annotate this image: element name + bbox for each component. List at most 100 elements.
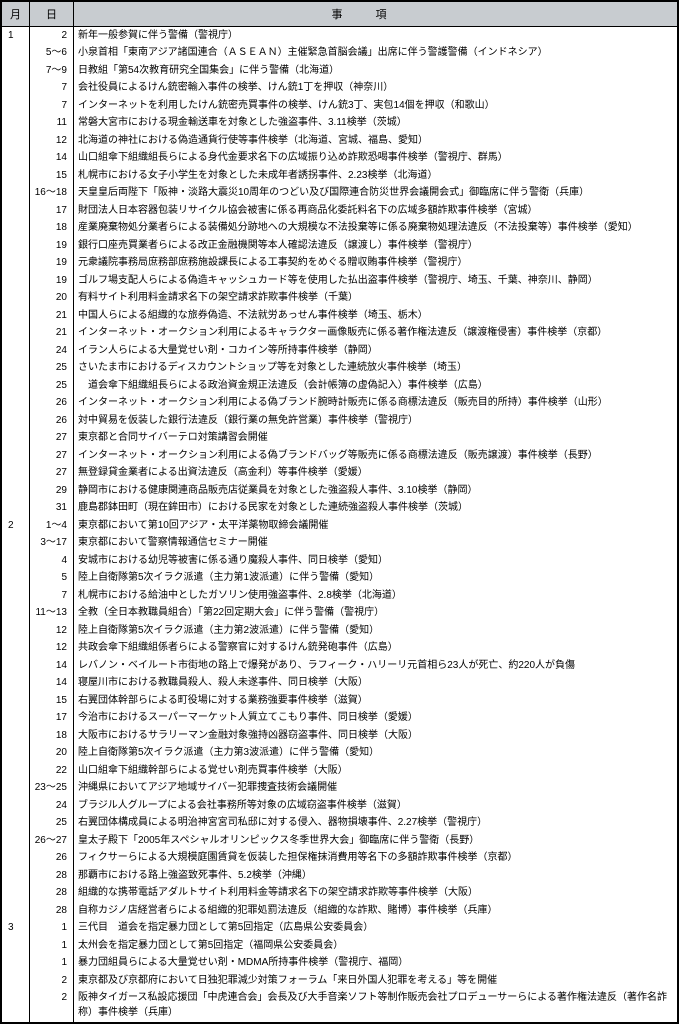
cell-month — [2, 430, 30, 448]
cell-content: 皇太子殿下「2005年スペシャルオリンピックス冬季世界大会」御臨席に伴う警衛（長… — [74, 832, 678, 850]
cell-month — [2, 745, 30, 763]
table-row: 3～17東京都において警察情報通信セミナー開催 — [2, 535, 678, 553]
table-row: 29静岡市における健康関連商品販売店従業員を対象とした強盗殺人事件、3.10検挙… — [2, 482, 678, 500]
table-row: 16～18天皇皇后両陛下「阪神・淡路大震災10周年のつどい及び国際連合防災世界会… — [2, 185, 678, 203]
table-row: 15右翼団体幹部らによる町役場に対する業務強要事件検挙（滋賀） — [2, 692, 678, 710]
table-row: 19銀行口座売買業者らによる改正金融機関等本人確認法違反（譲渡し）事件検挙（警視… — [2, 237, 678, 255]
cell-content: ゴルフ場支配人らによる偽造キャッシュカード等を使用した払出盗事件検挙（警視庁、埼… — [74, 272, 678, 290]
cell-day: 27 — [30, 465, 74, 483]
cell-day: 7～9 — [30, 62, 74, 80]
table-row: 14寝屋川市における教職員殺人、殺人未遂事件、同日検挙（大阪） — [2, 675, 678, 693]
table-row: 19ゴルフ場支配人らによる偽造キャッシュカード等を使用した払出盗事件検挙（警視庁… — [2, 272, 678, 290]
cell-day: 4 — [30, 552, 74, 570]
cell-content: 無登録貸金業者による出資法違反（高金利）等事件検挙（愛媛） — [74, 465, 678, 483]
cell-month — [2, 937, 30, 955]
table-row: 7～9日教組「第54次教育研究全国集会」に伴う警備（北海道） — [2, 62, 678, 80]
header-month: 月 — [2, 2, 30, 27]
cell-day: 24 — [30, 797, 74, 815]
cell-day: 20 — [30, 290, 74, 308]
cell-month — [2, 675, 30, 693]
table-row: 11常磐大宮市における現金輸送車を対象とした強盗事件、3.11検挙（茨城） — [2, 115, 678, 133]
cell-month — [2, 832, 30, 850]
table-row: 27東京都と合同サイバーテロ対策講習会開催 — [2, 430, 678, 448]
cell-content: 右翼団体構成員による明治神宮宮司私邸に対する侵入、器物損壊事件、2.27検挙（警… — [74, 815, 678, 833]
table-row: 26インターネット・オークション利用による偽ブランド腕時計販売に係る商標法違反（… — [2, 395, 678, 413]
cell-content: 常磐大宮市における現金輸送車を対象とした強盗事件、3.11検挙（茨城） — [74, 115, 678, 133]
cell-day: 17 — [30, 202, 74, 220]
cell-day: 14 — [30, 657, 74, 675]
cell-day: 19 — [30, 237, 74, 255]
table-row: 26対中貿易を仮装した銀行法違反（銀行業の無免許営業）事件検挙（警視庁） — [2, 412, 678, 430]
cell-day: 5～6 — [30, 45, 74, 63]
cell-content: ブラジル人グループによる会社事務所等対象の広域窃盗事件検挙（滋賀） — [74, 797, 678, 815]
table-row: 14レバノン・ベイルート市街地の路上で爆発があり、ラフィーク・ハリーリ元首相ら2… — [2, 657, 678, 675]
table-row: 20有料サイト利用料金請求名下の架空請求詐欺事件検挙（千葉） — [2, 290, 678, 308]
table-row: 28那覇市における路上強盗致死事件、5.2検挙（沖縄） — [2, 867, 678, 885]
cell-month — [2, 605, 30, 623]
cell-content: 天皇皇后両陛下「阪神・淡路大震災10周年のつどい及び国際連合防災世界会議開会式」… — [74, 185, 678, 203]
cell-month — [2, 570, 30, 588]
cell-month — [2, 622, 30, 640]
cell-content: 今治市におけるスーパーマーケット人質立てこもり事件、同日検挙（愛媛） — [74, 710, 678, 728]
cell-content: 陸上自衛隊第5次イラク派遣（主力第2波派遣）に伴う警備（愛知） — [74, 622, 678, 640]
cell-month — [2, 815, 30, 833]
cell-day: 28 — [30, 885, 74, 903]
cell-content: 有料サイト利用料金請求名下の架空請求詐欺事件検挙（千葉） — [74, 290, 678, 308]
cell-content: 山口組傘下組織幹部らによる覚せい剤売買事件検挙（大阪） — [74, 762, 678, 780]
cell-month: 1 — [2, 27, 30, 45]
cell-month — [2, 692, 30, 710]
table-row: 7会社役員によるけん銃密輸入事件の検挙、けん銃1丁を押収（神奈川） — [2, 80, 678, 98]
cell-month — [2, 587, 30, 605]
cell-month — [2, 290, 30, 308]
cell-month — [2, 850, 30, 868]
cell-month: 2 — [2, 517, 30, 535]
cell-content: インターネット・オークション利用による偽ブランド腕時計販売に係る商標法違反（販売… — [74, 395, 678, 413]
cell-day: 1～4 — [30, 517, 74, 535]
cell-content: 中国人らによる組織的な旅券偽造、不法就労あっせん事件検挙（埼玉、栃木） — [74, 307, 678, 325]
table-row: 7札幌市における給油中としたガソリン使用強盗事件、2.8検挙（北海道） — [2, 587, 678, 605]
cell-content: イラン人らによる大量覚せい剤・コカイン等所持事件検挙（静岡） — [74, 342, 678, 360]
header-row: 月 日 事項 — [2, 2, 678, 27]
cell-day: 18 — [30, 220, 74, 238]
cell-content: 陸上自衛隊第5次イラク派遣（主力第3波派遣）に伴う警備（愛知） — [74, 745, 678, 763]
cell-day: 19 — [30, 272, 74, 290]
cell-day: 11～13 — [30, 605, 74, 623]
cell-content: 銀行口座売買業者らによる改正金融機関等本人確認法違反（譲渡し）事件検挙（警視庁） — [74, 237, 678, 255]
cell-content: 日教組「第54次教育研究全国集会」に伴う警備（北海道） — [74, 62, 678, 80]
cell-month — [2, 762, 30, 780]
cell-day: 26 — [30, 395, 74, 413]
cell-content: 山口組傘下組織組長らによる身代金要求名下の広域振り込め詐欺恐喝事件検挙（警視庁、… — [74, 150, 678, 168]
cell-content: フィクサーらによる大規模庭園賃貸を仮装した担保権抹消費用等名下の多額詐欺事件検挙… — [74, 850, 678, 868]
table-row: 21中国人らによる組織的な旅券偽造、不法就労あっせん事件検挙（埼玉、栃木） — [2, 307, 678, 325]
cell-content: 北海道の神社における偽造通貨行使等事件検挙（北海道、宮城、福島、愛知） — [74, 132, 678, 150]
cell-month — [2, 412, 30, 430]
cell-content: 共政会傘下組織組係者らによる警察官に対するけん銃発砲事件（広島） — [74, 640, 678, 658]
header-day: 日 — [30, 2, 74, 27]
cell-content: レバノン・ベイルート市街地の路上で爆発があり、ラフィーク・ハリーリ元首相ら23人… — [74, 657, 678, 675]
table-row: 25 道会傘下組織組長らによる政治資金規正法違反（会計帳簿の虚偽記入）事件検挙（… — [2, 377, 678, 395]
cell-day: 20 — [30, 745, 74, 763]
cell-month — [2, 45, 30, 63]
cell-content: 自称カジノ店経営者らによる組織的犯罪処罰法違反（組織的な詐欺、賭博）事件検挙（兵… — [74, 902, 678, 920]
cell-content: 大阪市におけるサラリーマン金融対象強持凶器窃盗事件、同日検挙（大阪） — [74, 727, 678, 745]
cell-content: 東京都において警察情報通信セミナー開催 — [74, 535, 678, 553]
cell-day: 28 — [30, 902, 74, 920]
cell-day: 27 — [30, 430, 74, 448]
cell-content: 東京都及び京都府において日独犯罪減少対策フォーラム「来日外国人犯罪を考える」等を… — [74, 972, 678, 990]
cell-content: 暴力団組員らによる大量覚せい剤・MDMA所持事件検挙（警視庁、福岡） — [74, 955, 678, 973]
cell-day: 2 — [30, 990, 74, 1023]
table-row: 12共政会傘下組織組係者らによる警察官に対するけん銃発砲事件（広島） — [2, 640, 678, 658]
cell-day: 28 — [30, 867, 74, 885]
cell-day: 15 — [30, 167, 74, 185]
document-table-container: 月 日 事項 12新年一般参賀に伴う警備（警視庁）5～6小泉首相「東南アジア諸国… — [0, 0, 679, 1024]
cell-day: 1 — [30, 955, 74, 973]
cell-month — [2, 307, 30, 325]
cell-day: 1 — [30, 920, 74, 938]
cell-month — [2, 640, 30, 658]
cell-day: 17 — [30, 710, 74, 728]
cell-month — [2, 500, 30, 518]
cell-content: 対中貿易を仮装した銀行法違反（銀行業の無免許営業）事件検挙（警視庁） — [74, 412, 678, 430]
cell-content: 小泉首相「東南アジア諸国連合（ＡＳＥＡＮ）主催緊急首脳会議」出席に伴う警護警備（… — [74, 45, 678, 63]
cell-content: 東京都と合同サイバーテロ対策講習会開催 — [74, 430, 678, 448]
event-table: 月 日 事項 12新年一般参賀に伴う警備（警視庁）5～6小泉首相「東南アジア諸国… — [1, 1, 678, 1023]
